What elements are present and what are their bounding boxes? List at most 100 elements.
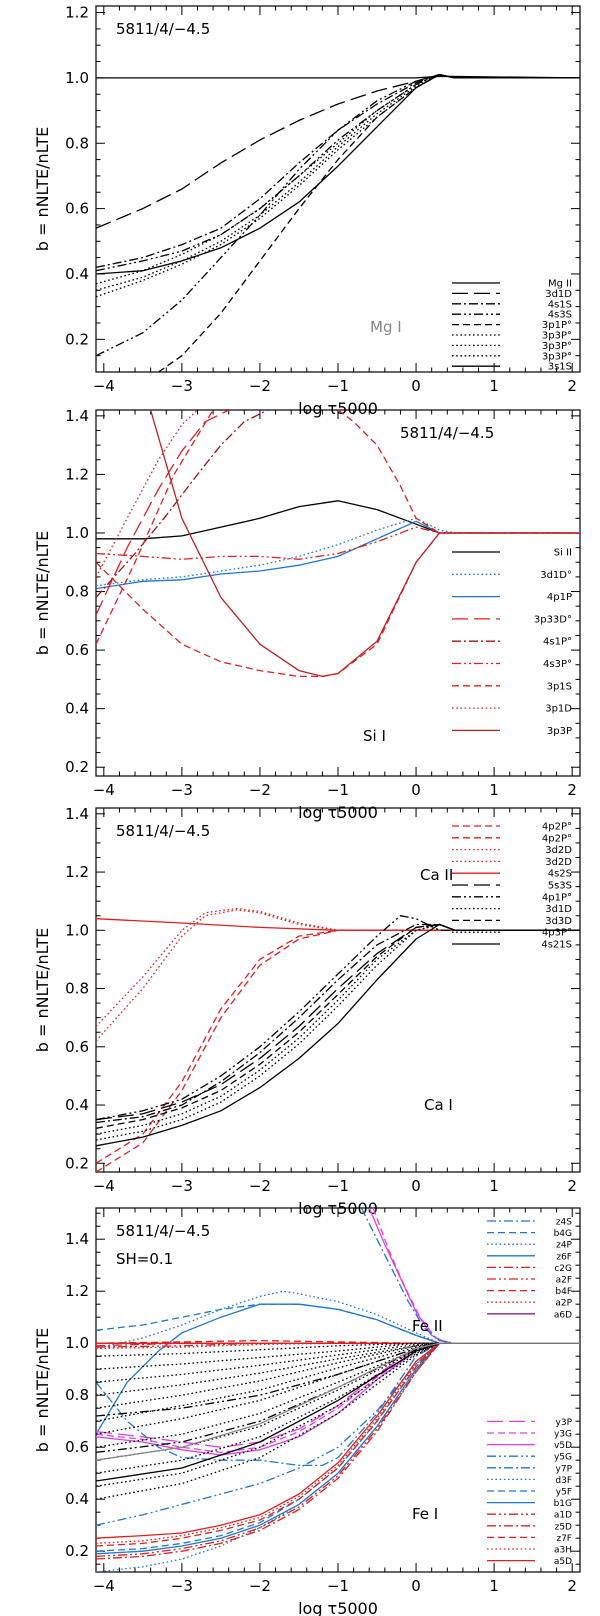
legend-label: a6D xyxy=(554,1310,572,1320)
legend-label: y3G xyxy=(554,1430,572,1440)
legend-label: 4p2P° xyxy=(542,822,572,833)
x-tick-label: −2 xyxy=(249,1177,271,1195)
legend-label: 3p1D xyxy=(545,704,572,715)
y-ticks: 0.2 0.4 0.6 0.8 1.0 1.2 1.4 xyxy=(65,1212,580,1565)
series-line-25 xyxy=(360,1208,580,1344)
series-line-3 xyxy=(96,909,580,1042)
legend-label: a3H xyxy=(554,1546,572,1556)
element-label: Si I xyxy=(363,727,386,745)
series-line-6 xyxy=(96,526,580,560)
y-tick-label: 1.4 xyxy=(65,407,89,425)
legend-label: 4s2S xyxy=(548,869,572,880)
legend-label: a5D xyxy=(554,1557,572,1567)
x-tick-label: −4 xyxy=(93,377,115,395)
legend-label: 3p1S xyxy=(547,681,572,692)
legend-label: y5G xyxy=(554,1453,572,1463)
element-label: Fe II xyxy=(412,1317,443,1335)
legend-label: z4P xyxy=(556,1241,572,1251)
legend-label: 4s21S xyxy=(541,940,572,951)
chart-panel-4: −4 −3 −2 −1 0 1 2 0.2 0.4 0.6 0.8 1.0 1.2 1.4 log τ500… xyxy=(33,1207,581,1616)
model-annotation: 5811/4/−4.5 xyxy=(400,424,494,442)
legend-label: 3p3P° xyxy=(542,341,572,352)
series-line-33 xyxy=(96,1342,580,1435)
y-axis-label: b = nNLTE/nLTE xyxy=(33,127,52,252)
legend: z4Sb4Gz4Pz6Fc2Ga2Fb4Fa2Pa6Dy3Py3Gv5Dy5Gy… xyxy=(487,1218,573,1567)
x-tick-label: 1 xyxy=(489,1177,499,1195)
series-line-12 xyxy=(96,923,580,1124)
legend-label: 4s3P° xyxy=(543,659,572,670)
legend-label: z5D xyxy=(555,1522,572,1532)
series-line-7 xyxy=(96,1339,580,1344)
legend-label: c2G xyxy=(554,1264,572,1274)
legend-label: y3P xyxy=(556,1418,573,1428)
element-label: Fe I xyxy=(412,1505,438,1523)
series-line-29 xyxy=(96,1342,580,1383)
series-line-9 xyxy=(96,923,580,1129)
x-tick-label: 2 xyxy=(567,781,577,799)
x-tick-label: −3 xyxy=(171,1177,193,1195)
chart-panel-1: −4 −3 −2 −1 0 1 2 0.2 0.4 0.6 0.8 1.0 1.2 log τ5000 b … xyxy=(33,4,581,418)
legend-label: a2F xyxy=(556,1276,572,1286)
x-tick-label: 2 xyxy=(567,377,577,395)
x-ticks: −4 −3 −2 −1 0 1 2 xyxy=(93,808,577,1195)
series-line-40 xyxy=(96,1342,580,1454)
plot-frame xyxy=(95,5,581,373)
legend-label: 5s3S xyxy=(548,881,572,892)
legend-label: 3p1P° xyxy=(542,320,572,331)
series-line-11 xyxy=(96,410,214,645)
x-tick-label: −3 xyxy=(171,781,193,799)
y-tick-label: 1.4 xyxy=(65,1230,89,1248)
legend-label: 4s3S xyxy=(548,310,572,321)
x-axis-label: log τ5000 xyxy=(298,399,378,418)
y-axis-label: b = nNLTE/nLTE xyxy=(33,531,52,656)
legend-label: y7P xyxy=(556,1464,573,1474)
x-tick-label: 2 xyxy=(567,1577,577,1595)
legend-label: v5D xyxy=(554,1441,572,1451)
x-tick-label: −4 xyxy=(93,1177,115,1195)
series-line-8 xyxy=(96,410,198,578)
x-tick-label: −2 xyxy=(249,377,271,395)
x-tick-label: −4 xyxy=(93,1577,115,1595)
x-ticks: −4 −3 −2 −1 0 1 2 xyxy=(93,410,577,799)
x-tick-label: −3 xyxy=(171,1577,193,1595)
x-tick-label: −4 xyxy=(93,781,115,799)
series-line-1 xyxy=(96,929,580,1172)
series-line-11 xyxy=(96,1342,580,1454)
series-line-38 xyxy=(96,1342,580,1500)
legend-label: z7F xyxy=(556,1534,572,1544)
element-label: Ca I xyxy=(424,1096,453,1114)
y-tick-label: 0.6 xyxy=(65,200,89,218)
heating-parameter-note: SH=0.1 xyxy=(116,1250,173,1268)
series-lines xyxy=(96,1208,580,1572)
model-annotation: 5811/4/−4.5 xyxy=(116,20,210,38)
y-tick-label: 1.2 xyxy=(65,465,89,483)
y-tick-label: 0.6 xyxy=(65,641,89,659)
x-tick-label: −1 xyxy=(327,377,349,395)
x-ticks: −4 −3 −2 −1 0 1 2 xyxy=(93,6,577,395)
legend-label: 3p33D° xyxy=(534,614,572,625)
y-ticks: 0.2 0.4 0.6 0.8 1.0 1.2 xyxy=(65,4,580,373)
legend-label: 4p2P° xyxy=(542,833,572,844)
y-tick-label: 1.0 xyxy=(65,1334,89,1352)
y-tick-label: 1.0 xyxy=(65,69,89,87)
y-tick-label: 0.2 xyxy=(65,1154,89,1172)
legend: Si II 3d1D° 4p1P 3p33D° 4s1P° 4s3P° 3p1S 3p1D 3p… xyxy=(452,548,572,737)
legend-label: 4s1S xyxy=(548,299,572,310)
legend: Mg II3d1D4s1S4s3S3p1P°3p3P°3p3P°3p3P°3s1… xyxy=(452,279,572,373)
series-line-10 xyxy=(337,410,580,534)
y-tick-label: 1.2 xyxy=(65,1282,89,1300)
x-tick-label: −2 xyxy=(249,781,271,799)
legend-label: b4F xyxy=(555,1287,572,1297)
plot-frame xyxy=(95,807,581,1173)
element-label: Ca II xyxy=(420,866,453,884)
series-line-7 xyxy=(96,915,580,1121)
series-line-30 xyxy=(96,1342,580,1396)
series-line-8 xyxy=(96,73,580,285)
series-line-5 xyxy=(96,918,580,931)
series-lines xyxy=(96,907,580,1172)
model-annotation: 5811/4/−4.5 xyxy=(116,822,210,840)
series-line-3 xyxy=(96,1290,580,1350)
legend: 4p2P°4p2P°3d2D3d2D4s2S5s3S4p1P°3d1D3d3D4… xyxy=(452,822,572,951)
series-line-24 xyxy=(372,1208,580,1344)
